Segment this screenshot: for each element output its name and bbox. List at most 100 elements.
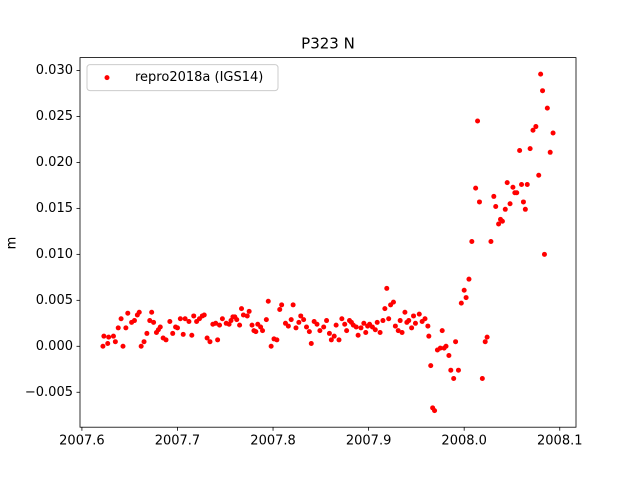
data-point xyxy=(296,319,302,325)
data-point xyxy=(147,318,153,324)
data-point xyxy=(496,221,502,227)
data-point xyxy=(397,318,403,324)
data-point xyxy=(263,317,269,323)
data-point xyxy=(149,309,155,315)
data-point xyxy=(374,319,380,325)
x-tick-label: 2008.1 xyxy=(537,434,583,449)
legend-marker xyxy=(104,75,110,81)
data-point xyxy=(416,311,422,317)
data-point xyxy=(100,343,106,349)
data-point xyxy=(384,285,390,291)
data-point xyxy=(453,339,459,345)
data-point xyxy=(479,375,485,381)
data-point xyxy=(298,313,304,319)
data-point xyxy=(514,190,520,196)
data-point xyxy=(547,149,553,155)
data-point xyxy=(484,334,490,340)
data-point xyxy=(180,331,186,337)
data-point xyxy=(533,124,539,130)
data-point xyxy=(131,318,137,324)
data-point xyxy=(170,330,176,336)
data-point xyxy=(157,324,163,330)
data-point xyxy=(380,318,386,324)
data-point xyxy=(409,325,415,331)
data-point xyxy=(390,299,396,305)
data-point xyxy=(488,238,494,244)
data-point xyxy=(213,320,219,326)
data-point xyxy=(144,330,150,336)
data-point xyxy=(517,147,523,153)
data-point xyxy=(189,332,195,338)
x-tick-label: 2007.6 xyxy=(59,434,105,449)
data-point xyxy=(544,105,550,111)
data-point xyxy=(463,295,469,301)
data-point xyxy=(112,339,118,345)
data-point xyxy=(519,181,525,187)
data-point xyxy=(308,341,314,347)
data-point xyxy=(277,307,283,313)
data-point xyxy=(290,302,296,308)
data-point xyxy=(265,298,271,304)
x-tick-label: 2007.9 xyxy=(346,434,392,449)
data-point xyxy=(244,313,250,319)
data-point xyxy=(268,343,274,349)
data-point xyxy=(306,329,312,335)
data-point xyxy=(174,325,180,331)
data-point xyxy=(120,343,126,349)
data-point xyxy=(363,330,369,336)
data-point xyxy=(432,408,438,414)
data-point xyxy=(249,322,255,328)
data-point xyxy=(246,308,252,314)
data-point xyxy=(125,310,131,316)
data-point xyxy=(219,316,225,322)
data-point xyxy=(392,323,398,329)
data-point xyxy=(540,88,546,94)
data-point xyxy=(151,319,157,325)
data-point xyxy=(331,333,337,339)
y-tick-label: 0.015 xyxy=(36,201,73,216)
data-point xyxy=(504,180,510,186)
data-point xyxy=(439,328,445,334)
x-tick-label: 2007.8 xyxy=(250,434,296,449)
y-tick-label: −0.005 xyxy=(25,385,73,400)
data-point xyxy=(177,316,183,322)
data-point xyxy=(437,345,443,351)
data-point xyxy=(228,318,234,324)
data-point xyxy=(406,318,412,324)
data-point xyxy=(541,251,547,257)
data-point xyxy=(355,332,361,338)
data-point xyxy=(524,181,530,187)
data-point xyxy=(482,339,488,345)
x-tick-label: 2007.7 xyxy=(155,434,201,449)
data-point xyxy=(301,317,307,323)
data-point xyxy=(101,333,107,339)
y-tick-label: 0.005 xyxy=(36,293,73,308)
y-tick-label: 0.010 xyxy=(36,247,73,262)
data-point xyxy=(422,316,428,322)
data-point xyxy=(510,184,516,190)
y-tick-label: 0.025 xyxy=(36,109,73,124)
data-point xyxy=(466,276,472,282)
data-point xyxy=(105,341,111,347)
data-point xyxy=(469,238,475,244)
data-point xyxy=(550,130,556,136)
data-point xyxy=(204,335,210,341)
data-point xyxy=(458,300,464,306)
data-point xyxy=(507,201,513,207)
data-point xyxy=(425,323,431,329)
data-point xyxy=(395,328,401,334)
data-point xyxy=(321,324,327,330)
data-point xyxy=(303,324,309,330)
data-point xyxy=(253,329,259,335)
y-tick-label: 0.030 xyxy=(36,63,73,78)
data-point xyxy=(451,375,457,381)
data-point xyxy=(377,330,383,336)
data-point xyxy=(106,334,112,340)
data-point xyxy=(226,321,232,327)
data-point xyxy=(426,333,432,339)
data-point xyxy=(115,325,121,331)
data-point xyxy=(461,287,467,293)
data-point xyxy=(402,309,408,315)
data-point xyxy=(443,343,449,349)
